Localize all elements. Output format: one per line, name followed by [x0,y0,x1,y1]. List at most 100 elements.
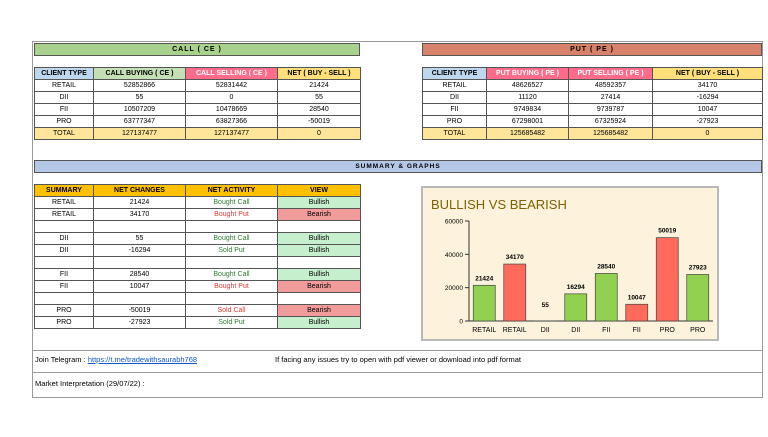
total-row: TOTAL 125685482 125685482 0 [422,127,763,140]
total-row: TOTAL 127137477 127137477 0 [34,127,361,140]
chart-title: BULLISH VS BEARISH [431,197,567,212]
table-cell: 10507209 [93,103,186,116]
table-cell: TOTAL [422,127,487,140]
bar-value-label: 10047 [628,294,646,301]
view-badge: Bullish [277,268,361,281]
table-cell: PRO [34,304,94,317]
table-cell: 48592357 [568,79,653,92]
table-cell: RETAIL [34,196,94,209]
table-cell: 21424 [277,79,361,92]
activity-cell: Sold Call [185,304,278,317]
table-cell: 52852866 [93,79,186,92]
table-cell: 9739787 [568,103,653,116]
y-tick-label: 20000 [445,285,463,292]
table-cell: 11120 [486,91,569,104]
telegram-link[interactable]: https://t.me/tradewithsaurabh768 [87,355,198,364]
table-cell: FII [34,268,94,281]
table-cell: PRO [34,115,94,128]
x-tick-label: RETAIL [472,327,496,334]
sheet-frame [32,41,763,398]
view-badge: Bearish [277,280,361,293]
call-table-header-row: CLIENT TYPE CALL BUYING ( CE ) CALL SELL… [34,67,361,80]
view-badge: Bearish [277,304,361,317]
bar-value-label: 16294 [567,284,585,291]
column-header: VIEW [277,184,361,197]
divider [33,350,762,351]
table-cell: PRO [422,115,487,128]
telegram-label: Join Telegram : [35,355,86,364]
call-table: CLIENT TYPE CALL BUYING ( CE ) CALL SELL… [34,67,361,140]
bar-value-label: 27923 [689,264,707,271]
bar-value-label: 34170 [506,254,524,261]
column-header: PUT BUYING ( PE ) [486,67,569,80]
x-tick-label: FII [602,327,610,334]
bar-value-label: 55 [542,302,550,309]
table-cell: 21424 [93,196,186,209]
bar-value-label: 21424 [475,275,493,282]
put-table-header-row: CLIENT TYPE PUT BUYING ( PE ) PUT SELLIN… [422,67,763,80]
put-section-header: PUT ( PE ) [422,43,762,56]
table-cell: RETAIL [34,79,94,92]
chart-bar-bearish [655,237,679,322]
chart-bar-bullish [564,293,588,322]
table-cell: 48626527 [486,79,569,92]
table-cell: -16294 [93,244,186,257]
activity-cell: Bought Put [185,208,278,221]
table-row: DII 55 0 55 [34,91,361,104]
table-cell: FII [34,280,94,293]
column-header: CALL BUYING ( CE ) [93,67,186,80]
y-tick-label: 40000 [445,252,463,259]
table-row: FII 28540 Bought Call Bullish [34,268,361,281]
column-header: CLIENT TYPE [422,67,487,80]
spacer-row [34,220,361,233]
activity-cell: Bought Call [185,268,278,281]
table-cell: 0 [185,91,278,104]
table-cell: 125685482 [568,127,653,140]
chart-bar-bearish [625,303,649,322]
table-cell: PRO [34,316,94,329]
table-cell: TOTAL [34,127,94,140]
table-row: RETAIL 48626527 48592357 34170 [422,79,763,92]
pdf-notice: If facing any issues try to open with pd… [275,355,521,364]
chart-bar-bearish [503,263,527,322]
bar-value-label: 28540 [597,263,615,270]
table-cell: -50019 [93,304,186,317]
divider [33,372,762,373]
put-table: CLIENT TYPE PUT BUYING ( PE ) PUT SELLIN… [422,67,763,140]
summary-section-header: SUMMARY & GRAPHS [34,160,762,173]
table-row: DII -16294 Sold Put Bullish [34,244,361,257]
y-tick-label: 60000 [445,219,463,226]
table-cell: FII [34,103,94,116]
table-cell: 27414 [568,91,653,104]
table-cell: 125685482 [486,127,569,140]
x-tick-label: RETAIL [503,327,527,334]
spacer-row [34,292,361,305]
table-row: DII 11120 27414 -16294 [422,91,763,104]
table-cell: 67298001 [486,115,569,128]
table-cell: 63827366 [185,115,278,128]
table-cell: 127137477 [93,127,186,140]
summary-table: SUMMARY NET CHANGES NET ACTIVITY VIEW RE… [34,184,361,329]
table-row: PRO 63777347 63827366 -50019 [34,115,361,128]
table-row: RETAIL 21424 Bought Call Bullish [34,196,361,209]
market-interpretation-label: Market Interpretation (29/07/22) : [35,379,145,388]
column-header: NET ( BUY - SELL ) [652,67,763,80]
table-cell: 9749834 [486,103,569,116]
table-cell: 34170 [93,208,186,221]
view-badge: Bullish [277,316,361,329]
table-cell: 10478669 [185,103,278,116]
x-tick-label: PRO [660,327,676,334]
column-header: NET ACTIVITY [185,184,278,197]
table-cell: FII [422,103,487,116]
column-header: NET CHANGES [93,184,186,197]
column-header: NET ( BUY - SELL ) [277,67,361,80]
table-cell: -27923 [93,316,186,329]
bar-value-label: 50019 [658,228,676,235]
table-cell: 63777347 [93,115,186,128]
activity-cell: Bought Put [185,280,278,293]
table-cell: 127137477 [185,127,278,140]
column-header: CLIENT TYPE [34,67,94,80]
telegram-line: Join Telegram : https://t.me/tradewithsa… [35,355,197,364]
table-cell: DII [34,91,94,104]
activity-cell: Bought Call [185,232,278,245]
